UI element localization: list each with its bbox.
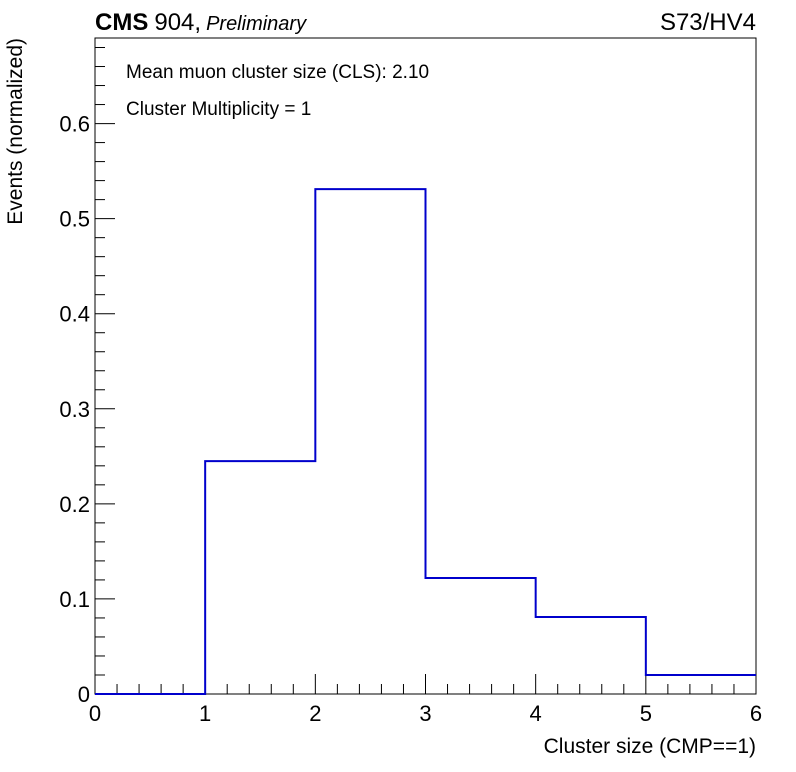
- y-axis-title: Events (normalized): [4, 38, 27, 225]
- run-label: S73/HV4: [660, 9, 756, 36]
- y-axis-tick-labels: 0 0.1 0.2 0.3 0.4 0.5 0.6: [59, 112, 90, 707]
- x-tick-label: 5: [640, 701, 652, 726]
- y-tick-label: 0: [78, 682, 90, 707]
- header-label: CMS 904, Preliminary: [95, 9, 307, 36]
- x-tick-label: 2: [309, 701, 321, 726]
- x-axis-ticks: [94, 674, 757, 694]
- histogram-series-line: [95, 188, 756, 695]
- y-tick-label: 0.1: [59, 587, 90, 612]
- y-tick-label: 0.4: [59, 302, 90, 327]
- y-tick-label: 0.5: [59, 207, 90, 232]
- status-label: Preliminary: [206, 13, 307, 35]
- x-tick-label: 4: [530, 701, 542, 726]
- x-tick-label: 1: [199, 701, 211, 726]
- y-axis-ticks: [95, 47, 115, 695]
- x-tick-label: 0: [89, 701, 101, 726]
- x-tick-label: 6: [750, 701, 762, 726]
- x-axis-title: Cluster size (CMP==1): [544, 735, 756, 758]
- facility-label: 904,: [154, 9, 201, 36]
- experiment-label: CMS: [95, 9, 148, 36]
- multiplicity-annotation: Cluster Multiplicity = 1: [126, 99, 311, 120]
- y-tick-label: 0.2: [59, 492, 90, 517]
- y-tick-label: 0.6: [59, 112, 90, 137]
- x-axis-tick-labels: 0 1 2 3 4 5 6: [89, 701, 762, 726]
- y-tick-label: 0.3: [59, 397, 90, 422]
- mean-cls-annotation: Mean muon cluster size (CLS): 2.10: [126, 62, 429, 83]
- x-tick-label: 3: [419, 701, 431, 726]
